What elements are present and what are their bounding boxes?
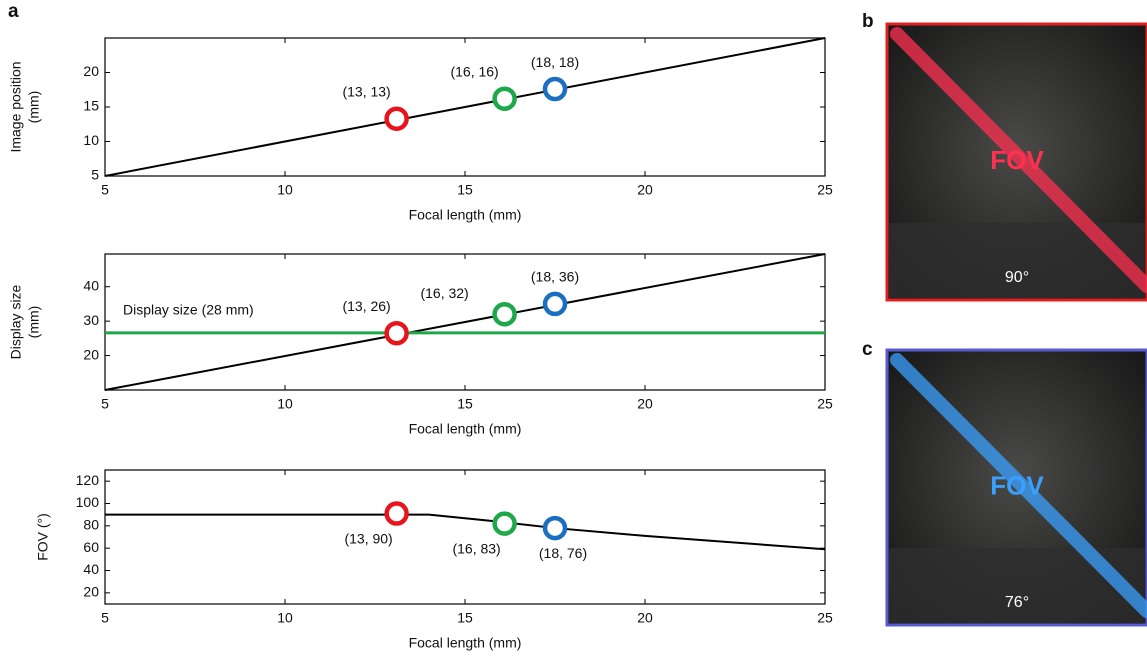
y-tick-label: 40 (83, 277, 99, 293)
point-annotation: (18, 76) (539, 545, 587, 561)
x-tick-label: 15 (457, 610, 473, 626)
x-tick-label: 25 (817, 182, 833, 198)
point-annotation: (13, 90) (344, 530, 392, 546)
photo-floor (889, 548, 1145, 623)
y-tick-label: 30 (83, 312, 99, 328)
point-annotation: (16, 16) (450, 63, 498, 79)
point-marker (384, 501, 409, 526)
point-marker (492, 86, 517, 111)
panel-label: c (862, 339, 873, 360)
y-axis-label: Image position (8, 61, 24, 152)
x-tick-label: 5 (101, 610, 109, 626)
y-tick-label: 20 (83, 346, 99, 362)
photo-angle: 90° (1005, 269, 1029, 286)
light-streak (890, 353, 1147, 619)
y-tick-label: 5 (91, 167, 99, 183)
y-tick-label: 100 (76, 494, 100, 510)
y-tick-label: 60 (83, 539, 99, 555)
point-annotation: (13, 26) (342, 298, 390, 314)
point-annotation: (16, 32) (420, 285, 468, 301)
photo-floor (889, 222, 1145, 298)
point-marker (542, 291, 568, 317)
line (104, 253, 826, 391)
line (105, 513, 826, 551)
y-tick-label: 80 (83, 517, 99, 533)
x-tick-label: 20 (637, 396, 653, 412)
x-tick-label: 10 (277, 396, 293, 412)
point-marker (492, 302, 517, 327)
y-axis-label: (mm) (26, 91, 42, 124)
x-tick-label: 5 (101, 182, 109, 198)
y-tick-label: 10 (83, 132, 99, 148)
x-axis-label: Focal length (mm) (409, 421, 522, 437)
panel-label: b (862, 11, 874, 32)
y-tick-label: 20 (83, 584, 99, 600)
x-tick-label: 20 (637, 610, 653, 626)
point-marker (542, 76, 568, 102)
y-axis-label: Display size (8, 284, 24, 359)
y-axis-label: (mm) (26, 306, 42, 339)
photo-angle: 76° (1005, 594, 1029, 611)
x-tick-label: 5 (101, 396, 109, 412)
x-axis-label: Focal length (mm) (409, 635, 522, 651)
point-annotation: (18, 36) (531, 269, 579, 285)
line (104, 37, 826, 177)
y-tick-label: 120 (76, 472, 100, 488)
x-tick-label: 15 (457, 182, 473, 198)
x-tick-label: 20 (637, 182, 653, 198)
x-tick-label: 10 (277, 610, 293, 626)
light-streak (890, 27, 1147, 294)
point-marker (492, 511, 517, 536)
y-tick-label: 40 (83, 561, 99, 577)
x-tick-label: 10 (277, 182, 293, 198)
x-tick-label: 25 (817, 610, 833, 626)
point-marker (384, 320, 409, 346)
point-annotation: (18, 18) (531, 54, 579, 70)
point-annotation: (13, 13) (342, 83, 390, 99)
y-tick-label: 20 (83, 63, 99, 79)
point-annotation: (16, 83) (452, 540, 500, 556)
photo-overlay-text: FOV (990, 470, 1044, 500)
plot-frame (104, 469, 826, 605)
line-label: Display size (28 mm) (123, 302, 254, 318)
x-tick-label: 25 (817, 396, 833, 412)
point-marker (384, 106, 409, 131)
panel-label: a (8, 1, 19, 22)
photo-overlay-text: FOV (990, 145, 1044, 175)
x-axis-label: Focal length (mm) (409, 207, 522, 223)
x-tick-label: 15 (457, 396, 473, 412)
y-tick-label: 15 (83, 98, 99, 114)
point-marker (542, 515, 568, 541)
y-axis-label: FOV (°) (35, 513, 51, 561)
